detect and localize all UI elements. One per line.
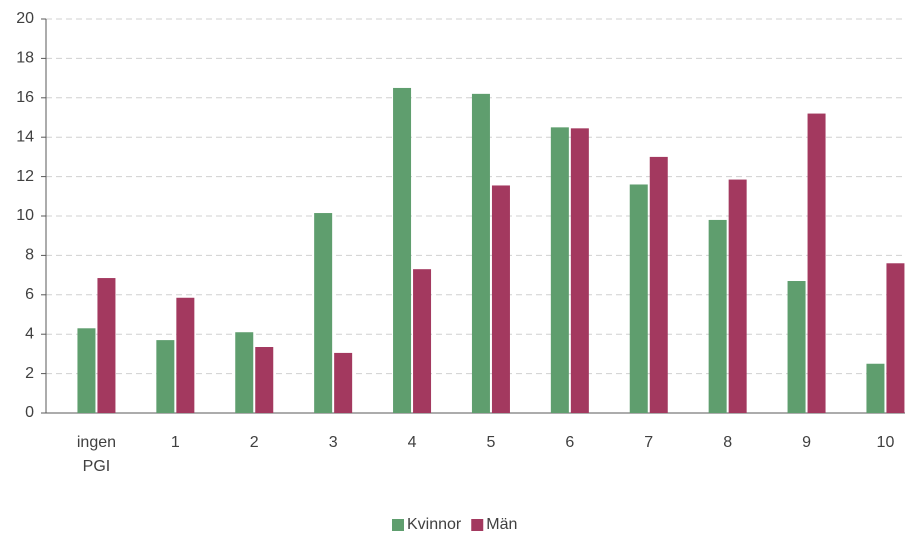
bar (393, 87, 412, 413)
legend-swatch (392, 519, 404, 531)
x-tick-label: 8 (723, 434, 732, 451)
y-tick-label: 16 (16, 89, 34, 106)
y-tick-label: 18 (16, 50, 34, 67)
bar (649, 156, 668, 413)
x-tick-label: 9 (802, 434, 811, 451)
bar (413, 269, 432, 413)
bar (807, 113, 826, 413)
y-tick-label: 2 (25, 365, 34, 382)
legend-swatch (471, 519, 484, 531)
bar (255, 347, 274, 413)
bar (334, 352, 353, 413)
bar (235, 332, 254, 413)
bar (787, 281, 806, 413)
bar (471, 93, 490, 414)
bar (728, 179, 747, 413)
bar (708, 219, 727, 413)
x-tick-label: 10 (877, 434, 895, 451)
bar (629, 184, 648, 413)
x-tick-label: 3 (329, 434, 338, 451)
bar (886, 263, 905, 413)
bar (156, 340, 175, 413)
x-tick-label: ingen PGI (77, 434, 116, 475)
bar (176, 297, 195, 413)
y-tick-label: 12 (16, 168, 34, 185)
x-tick-label: 7 (644, 434, 653, 451)
x-tick-label: 1 (171, 434, 180, 451)
y-tick-label: 14 (16, 128, 34, 145)
x-tick-label: 5 (486, 434, 495, 451)
x-tick-label: 2 (250, 434, 259, 451)
bar (97, 278, 116, 413)
y-tick-label: 6 (25, 286, 34, 303)
bar (550, 127, 569, 413)
bar (77, 328, 96, 413)
legend-label: Kvinnor (407, 516, 462, 533)
bar (314, 213, 333, 413)
y-tick-label: 8 (25, 247, 34, 264)
bar (570, 128, 589, 413)
bar (491, 185, 510, 413)
legend-label: Män (486, 516, 517, 533)
x-tick-label: 6 (565, 434, 574, 451)
bar (866, 363, 885, 413)
y-tick-label: 10 (16, 207, 34, 224)
x-tick-label: 4 (408, 434, 417, 451)
y-tick-label: 20 (16, 10, 34, 27)
y-tick-label: 4 (25, 325, 34, 342)
y-tick-label: 0 (25, 404, 34, 421)
